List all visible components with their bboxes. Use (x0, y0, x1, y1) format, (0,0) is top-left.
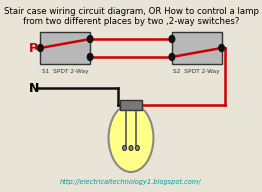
Bar (172, 32, 222, 64)
Text: P: P (29, 41, 38, 55)
Text: Stair case wiring circuit diagram, OR How to control a lamp: Stair case wiring circuit diagram, OR Ho… (3, 7, 259, 16)
Text: from two different places by two ,2-way switches?: from two different places by two ,2-way … (23, 17, 239, 26)
Circle shape (38, 45, 43, 51)
Circle shape (87, 53, 93, 60)
Circle shape (123, 146, 127, 151)
Circle shape (87, 36, 93, 43)
Circle shape (129, 146, 133, 151)
Circle shape (135, 146, 139, 151)
Text: N: N (29, 81, 40, 94)
Bar (40, 32, 90, 64)
Bar (120, 100, 142, 110)
Text: S1  SPDT 2-Way: S1 SPDT 2-Way (42, 69, 89, 74)
Ellipse shape (108, 104, 154, 172)
Circle shape (169, 36, 175, 43)
Circle shape (219, 45, 224, 51)
Text: S2  SPDT 2-Way: S2 SPDT 2-Way (173, 69, 220, 74)
Text: http://electricaltechnology1.blogspot.com/: http://electricaltechnology1.blogspot.co… (60, 179, 202, 185)
Circle shape (169, 53, 175, 60)
